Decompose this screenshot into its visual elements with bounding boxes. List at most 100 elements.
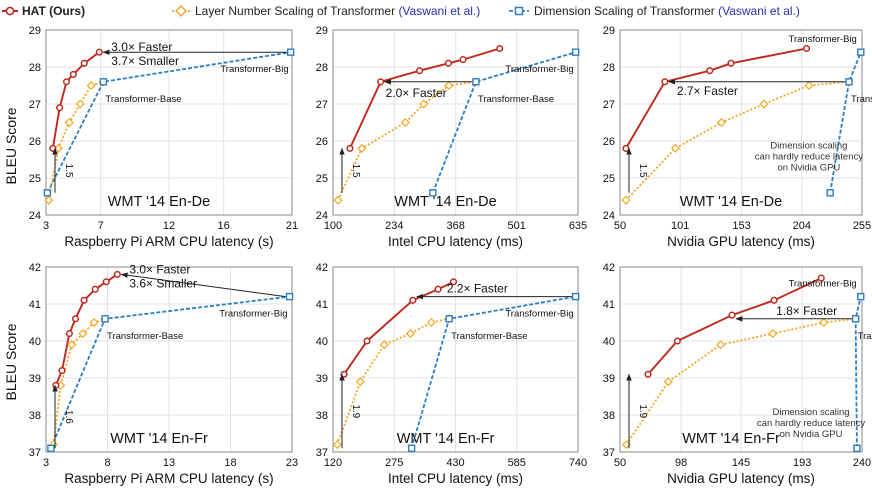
panel-title: WMT '14 En-Fr: [397, 431, 495, 447]
y-tick-label-3: 27: [603, 99, 615, 111]
y-tick-label-4: 41: [316, 299, 328, 311]
x-tick-label-3: 501: [507, 220, 525, 232]
point-hat-7: [113, 270, 121, 278]
point-hat-1: [56, 104, 64, 112]
legend-hat-label: HAT (Ours): [22, 4, 85, 18]
x-axis-label: Nvidia GPU latency (ms): [667, 471, 815, 486]
point-dimension-scaling-2: [857, 48, 865, 56]
y-tick-label-0: 24: [29, 210, 41, 222]
y-tick-label-4: 28: [316, 62, 328, 74]
dimension-scaling-note-line-0: Dimension scaling: [770, 140, 847, 151]
y-tick-label-3: 40: [316, 336, 328, 348]
y-tick-label-5: 42: [316, 262, 328, 274]
y-tick-label-1: 38: [29, 410, 41, 422]
x-tick-label-0: 50: [614, 220, 626, 232]
point-hat-3: [770, 296, 778, 304]
point-dimension-scaling-1: [845, 78, 853, 86]
y-tick-label-0: 37: [316, 447, 328, 459]
dimension-scaling-note-line-2: on Nvidia GPU: [777, 162, 840, 173]
speedup-label: 1.8× Faster: [776, 304, 837, 318]
point-layer-scaling-1: [357, 143, 367, 153]
point-hat-5: [496, 44, 504, 53]
dimension-scaling-note-line-0: Dimension scaling: [773, 407, 850, 418]
point-dimension-scaling-0: [43, 189, 52, 197]
point-hat-1: [661, 78, 669, 86]
y-tick-label-5: 42: [603, 262, 615, 274]
point-hat-2: [62, 78, 71, 86]
point-hat-6: [102, 278, 110, 286]
dimension-scaling-note-line-1: can hardly reduce latency: [755, 151, 864, 162]
point-layer-scaling-1: [56, 380, 66, 390]
x-tick-label-2: 430: [446, 457, 464, 469]
point-hat-2: [409, 296, 417, 304]
x-tick-label-3: 193: [793, 457, 811, 469]
x-tick-label-4: 635: [569, 220, 587, 232]
point-layer-scaling-2: [716, 117, 727, 128]
point-layer-scaling-2: [400, 117, 410, 128]
y-tick-label-4: 28: [603, 62, 615, 74]
point-hat-2: [728, 311, 736, 319]
point-hat-1: [58, 367, 66, 375]
point-dimension-scaling-1: [99, 78, 108, 86]
point-dimension-scaling-2: [571, 292, 580, 301]
point-layer-scaling-2: [379, 340, 389, 350]
series-line-layer-scaling: [337, 80, 477, 201]
point-layer-scaling-4: [444, 80, 454, 91]
y-tick-label-3: 40: [603, 336, 615, 348]
point-dimension-scaling-1: [472, 78, 480, 86]
y-tick-label-1: 38: [603, 410, 615, 422]
bleu-gap-label: 1.6: [63, 410, 74, 424]
speedup-label: 3.0× Faster: [129, 262, 190, 276]
point-hat-5: [95, 48, 103, 56]
speedup-label: 2.7× Faster: [677, 84, 738, 98]
y-tick-label-5: 29: [29, 25, 41, 37]
point-layer-scaling-2: [716, 340, 726, 350]
x-tick-label-3: 18: [224, 457, 236, 469]
x-tick-label-2: 153: [732, 220, 750, 232]
x-tick-label-2: 368: [447, 220, 465, 232]
transformer-big-label: Transformer-Big: [789, 34, 857, 45]
panel-title: WMT '14 En-Fr: [110, 431, 208, 447]
legend-layer-cite: (Vaswani et al.): [398, 4, 480, 18]
y-axis-label-top: BLEU Score: [3, 107, 19, 184]
plot-frame: [332, 266, 579, 453]
point-hat-1: [377, 78, 385, 86]
transformer-big-label: Transformer-Big: [219, 309, 287, 320]
legend-layer-label: Layer Number Scaling of Transformer: [195, 4, 395, 18]
x-tick-label-3: 585: [508, 457, 526, 469]
y-tick-label-1: 25: [29, 173, 41, 185]
point-layer-scaling-0: [333, 195, 343, 205]
point-layer-scaling-3: [75, 99, 85, 109]
y-tick-label-3: 27: [29, 99, 41, 111]
y-tick-label-2: 26: [603, 136, 615, 148]
point-dimension-scaling-0: [853, 444, 861, 452]
point-hat-4: [802, 44, 811, 53]
point-hat-4: [817, 274, 825, 282]
transformer-base-label: Transformer-Base: [105, 94, 181, 105]
point-hat-4: [459, 56, 467, 64]
plot-frame: [45, 266, 293, 453]
point-layer-scaling-1: [663, 377, 673, 387]
point-layer-scaling-4: [86, 80, 96, 91]
y-tick-label-2: 26: [316, 136, 328, 148]
x-tick-label-4: 23: [286, 457, 298, 469]
series-line-layer-scaling: [336, 317, 449, 445]
point-dimension-scaling-1: [851, 315, 860, 323]
point-dimension-scaling-0: [407, 444, 416, 452]
y-tick-label-0: 24: [603, 210, 615, 222]
point-hat-2: [416, 67, 424, 75]
bleu-gap-label: 1.9: [637, 404, 648, 418]
bleu-gap-label: 1.5: [637, 164, 648, 178]
series-line-dimension-scaling: [431, 51, 576, 194]
y-tick-label-3: 40: [29, 336, 41, 348]
point-hat-1: [363, 337, 371, 345]
transformer-big-label: Transformer-Big: [505, 309, 573, 320]
x-tick-label-3: 16: [218, 220, 230, 232]
point-layer-scaling-0: [621, 195, 631, 205]
speedup-label: 2.2× Faster: [447, 282, 508, 296]
x-tick-label-2: 12: [163, 220, 175, 232]
point-layer-scaling-2: [64, 117, 74, 128]
point-layer-scaling-2: [67, 340, 77, 350]
point-hat-0: [644, 370, 652, 378]
